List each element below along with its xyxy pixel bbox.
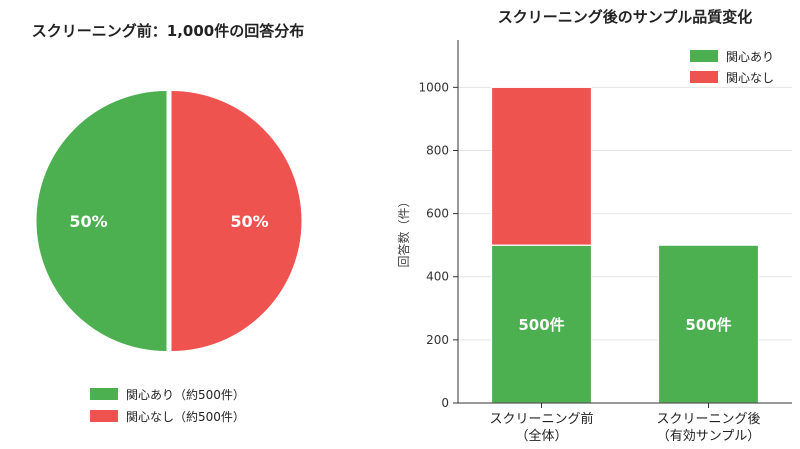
y-tick-label-2: 400: [426, 270, 449, 284]
y-tick-label-1: 200: [426, 333, 449, 347]
pie-legend-swatch-1: [90, 388, 118, 400]
pie-slice-label-1: 50%: [69, 212, 107, 231]
x-tick-label-1: スクリーニング前（全体）: [489, 411, 593, 444]
bar-legend-label-2: 関心なし: [726, 71, 774, 85]
bar-legend-swatch-1: [690, 50, 718, 62]
bar-chart-title: スクリーニング後のサンプル品質変化: [498, 8, 753, 26]
bar-chart: スクリーニング後のサンプル品質変化 500件 500件 0 200 400 600 800…: [396, 8, 792, 444]
y-axis-label: 回答数（件）: [396, 195, 411, 267]
pie-slice-label-2: 50%: [230, 212, 268, 231]
pie-slice-1: [36, 91, 167, 351]
bar-data-label-1: 500件: [518, 316, 564, 334]
pie-slice-2: [171, 91, 302, 351]
y-tick-label-4: 800: [426, 143, 449, 157]
bar-2-1: [657, 244, 760, 404]
y-tick-label-3: 600: [426, 207, 449, 221]
bar-marks: 500件 500件: [490, 86, 760, 404]
pie-chart: スクリーニング前：1,000件の回答分布 50% 50% 関心あり（約500件）関…: [32, 22, 304, 424]
pie-legend: 関心あり（約500件） 関心なし（約500件）: [90, 387, 245, 424]
bar-axes: 0 200 400 600 800 1000 スクリーニング前（全体） スクリーニング後（有効…: [418, 40, 792, 444]
pie-chart-title: スクリーニング前：1,000件の回答分布: [32, 22, 304, 40]
bar-data-label-2: 500件: [685, 316, 731, 334]
x-tick-label-2: スクリーニング後（有効サンプル）: [656, 412, 760, 444]
bar-legend-swatch-2: [690, 71, 718, 83]
pie-slices: 50% 50%: [36, 91, 302, 351]
y-tick-label-0: 0: [441, 396, 449, 410]
pie-legend-label-1: 関心あり（約500件）: [126, 387, 245, 402]
bar-1-2: [490, 86, 593, 246]
y-tick-label-5: 1000: [418, 80, 449, 94]
bar-legend-label-1: 関心あり: [726, 50, 774, 64]
pie-legend-label-2: 関心なし（約500件）: [126, 409, 245, 424]
pie-legend-swatch-2: [90, 410, 118, 422]
